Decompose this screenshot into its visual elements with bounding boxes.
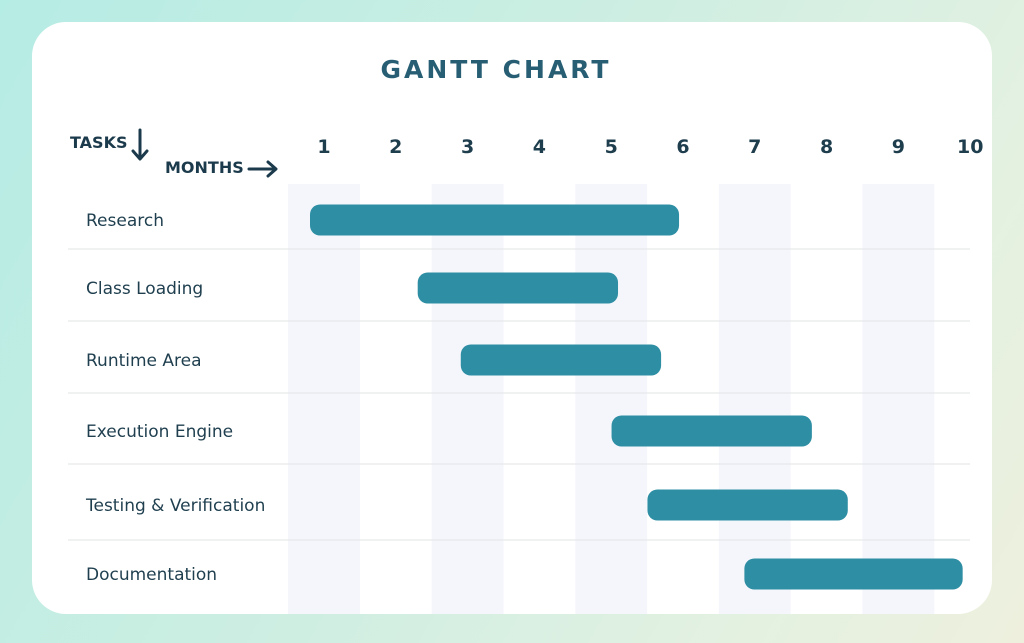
task-bar: [744, 558, 963, 590]
month-label: 1: [317, 136, 330, 158]
month-label: 2: [389, 136, 402, 158]
month-band: [431, 184, 504, 614]
chart-title: GANTT CHART: [381, 55, 612, 84]
tasks-down-arrow-icon: [131, 128, 149, 161]
task-label: Documentation: [86, 565, 217, 585]
task-label: Class Loading: [86, 279, 203, 299]
months-right-arrow-icon: [247, 160, 278, 178]
month-label: 10: [957, 136, 983, 158]
month-label: 7: [748, 136, 761, 158]
month-band: [718, 184, 791, 614]
gantt-chart: GANTT CHART TASKS MONTHS 1 2 3 4 5 6 7 8 9 10 Res…: [68, 55, 983, 614]
month-label: 3: [461, 136, 474, 158]
month-label: 5: [605, 136, 618, 158]
task-bar: [647, 489, 848, 521]
months-header: MONTHS: [165, 158, 244, 177]
month-band: [288, 184, 360, 614]
month-label: 9: [892, 136, 905, 158]
month-label: 4: [533, 136, 546, 158]
task-label: Execution Engine: [86, 422, 233, 442]
month-band: [862, 184, 935, 614]
task-bar: [611, 415, 812, 447]
task-bar: [310, 204, 680, 236]
tasks-header: TASKS: [70, 133, 128, 152]
task-bar: [460, 344, 662, 376]
task-label: Runtime Area: [86, 351, 202, 371]
month-label: 6: [676, 136, 689, 158]
task-label: Testing & Verification: [85, 496, 265, 516]
task-bar: [417, 272, 619, 304]
task-label: Research: [86, 211, 164, 231]
month-band: [575, 184, 648, 614]
chart-card: GANTT CHART TASKS MONTHS 1 2 3 4 5 6 7 8 9 10 Res…: [32, 22, 992, 614]
month-label: 8: [820, 136, 833, 158]
